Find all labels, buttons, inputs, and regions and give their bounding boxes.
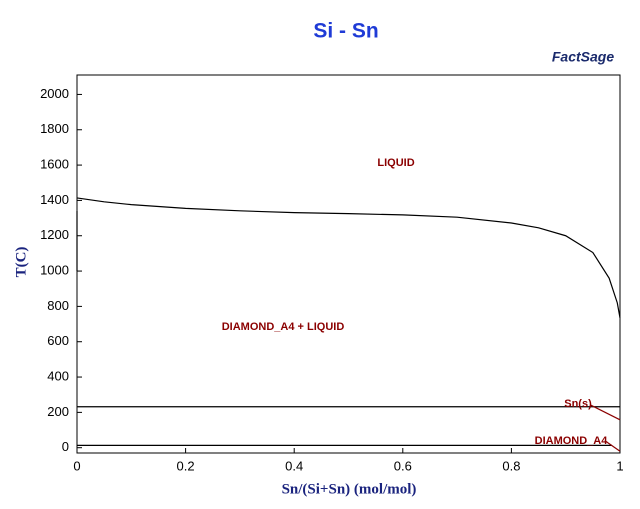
- y-tick-label: 200: [47, 404, 69, 419]
- y-tick-label: 1200: [40, 227, 69, 242]
- y-tick-label: 2000: [40, 86, 69, 101]
- x-tick-label: 0.6: [394, 458, 412, 473]
- x-tick-label: 0: [73, 458, 80, 473]
- phase-boundary: [604, 440, 621, 452]
- y-tick-label: 1400: [40, 192, 69, 207]
- y-tick-label: 1600: [40, 157, 69, 172]
- logo: FactSage: [552, 49, 614, 65]
- annotation: DIAMOND_A4 + LIQUID: [222, 321, 345, 333]
- x-tick-label: 0.2: [177, 458, 195, 473]
- y-tick-label: 600: [47, 333, 69, 348]
- annotation: DIAMOND_A4: [535, 435, 609, 447]
- x-tick-label: 0.4: [285, 458, 303, 473]
- phase-boundary: [589, 404, 621, 421]
- x-tick-label: 1: [616, 458, 623, 473]
- y-axis-label: T(C): [13, 247, 29, 278]
- chart-title: Si - Sn: [313, 20, 378, 43]
- phase-boundary: [76, 197, 621, 318]
- plot-frame: [76, 74, 621, 454]
- y-tick-label: 800: [47, 298, 69, 313]
- y-tick-label: 0: [62, 439, 69, 454]
- x-axis-label: Sn/(Si+Sn) (mol/mol): [282, 481, 417, 497]
- y-tick-label: 400: [47, 368, 69, 383]
- y-tick-label: 1800: [40, 121, 69, 136]
- y-tick-label: 1000: [40, 263, 69, 278]
- annotation: LIQUID: [377, 157, 414, 169]
- x-tick-label: 0.8: [502, 458, 520, 473]
- annotation: Sn(s): [564, 398, 592, 410]
